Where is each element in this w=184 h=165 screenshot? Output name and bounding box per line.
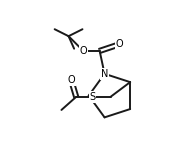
Text: O: O <box>116 39 123 49</box>
Text: N: N <box>101 69 108 79</box>
Text: S: S <box>89 92 96 102</box>
Text: O: O <box>79 46 87 56</box>
Text: O: O <box>68 76 75 85</box>
